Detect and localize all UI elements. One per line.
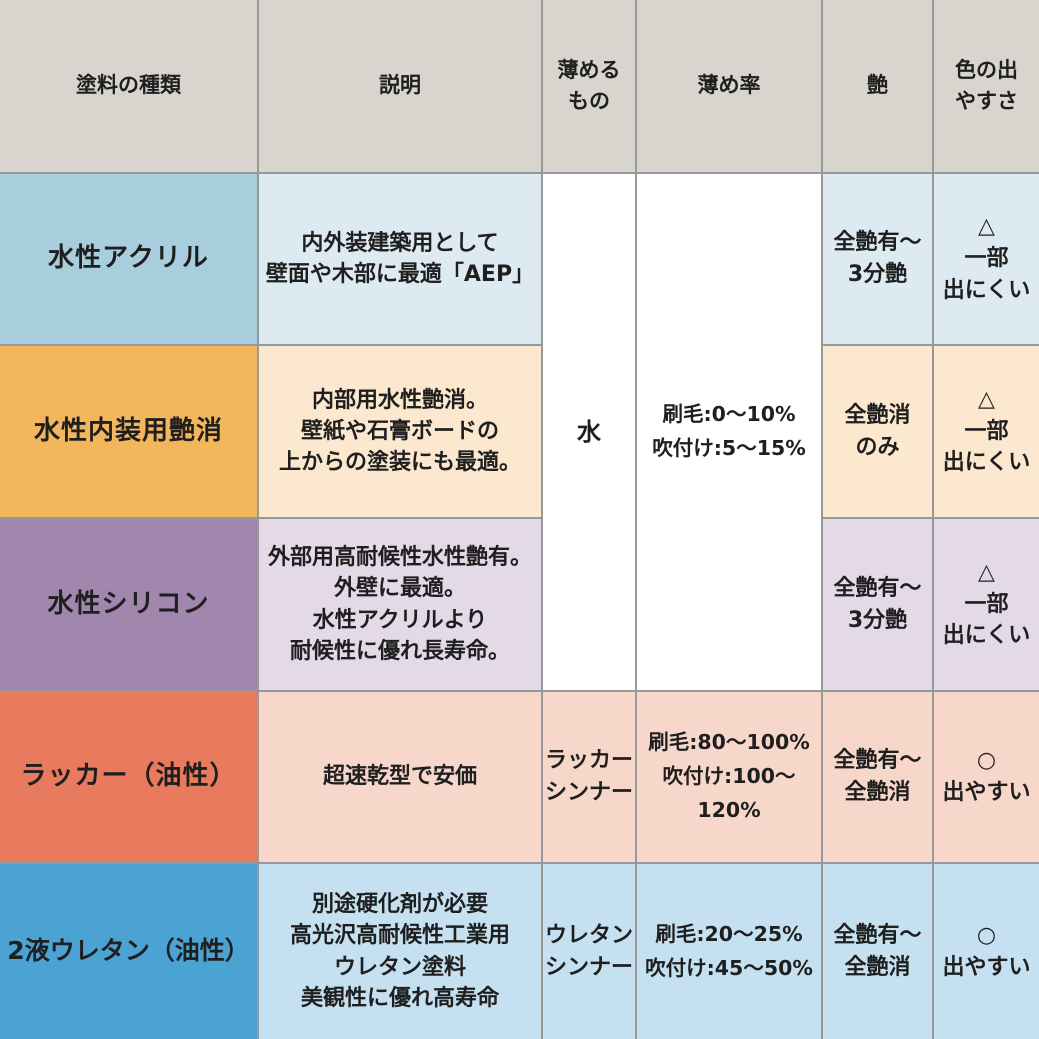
row3-description-cell: 外部用高耐候性水性艶有。 外壁に最適。 水性アクリルより 耐候性に優れ長寿命。: [259, 519, 541, 690]
row2-name-cell: 水性内装用艶消: [0, 346, 257, 517]
dilution-water-merged-cell: 刷毛:0～10% 吹付け:5～15%: [637, 174, 821, 690]
row1-name-cell: 水性アクリル: [0, 174, 257, 344]
row4-gloss-cell: 全艶有～ 全艶消: [823, 692, 932, 862]
row3-name-cell: 水性シリコン: [0, 519, 257, 690]
row5-gloss-cell: 全艶有～ 全艶消: [823, 864, 932, 1039]
row3-gloss-cell: 全艶有～ 3分艶: [823, 519, 932, 690]
thinner-water-merged-cell: 水: [543, 174, 635, 690]
row4-thinner-cell: ラッカー シンナー: [543, 692, 635, 862]
row4-color-ease-cell: ○ 出やすい: [934, 692, 1039, 862]
header-gloss: 艶: [823, 0, 932, 172]
row4-description-cell: 超速乾型で安価: [259, 692, 541, 862]
header-paint-type: 塗料の種類: [0, 0, 257, 172]
row1-gloss-cell: 全艶有～ 3分艶: [823, 174, 932, 344]
header-color-ease: 色の出 やすさ: [934, 0, 1039, 172]
row5-color-ease-cell: ○ 出やすい: [934, 864, 1039, 1039]
row2-description-cell: 内部用水性艶消。 壁紙や石膏ボードの 上からの塗装にも最適。: [259, 346, 541, 517]
row3-color-ease-cell: △ 一部 出にくい: [934, 519, 1039, 690]
row2-color-ease-cell: △ 一部 出にくい: [934, 346, 1039, 517]
row5-name-cell: 2液ウレタン（油性）: [0, 864, 257, 1039]
row5-description-cell: 別途硬化剤が必要 高光沢高耐候性工業用 ウレタン塗料 美観性に優れ高寿命: [259, 864, 541, 1039]
row4-dilution-cell: 刷毛:80～100% 吹付け:100～120%: [637, 692, 821, 862]
row1-color-ease-cell: △ 一部 出にくい: [934, 174, 1039, 344]
header-dilution-rate: 薄め率: [637, 0, 821, 172]
header-description: 説明: [259, 0, 541, 172]
row5-thinner-cell: ウレタン シンナー: [543, 864, 635, 1039]
row4-name-cell: ラッカー（油性）: [0, 692, 257, 862]
row5-dilution-cell: 刷毛:20～25% 吹付け:45～50%: [637, 864, 821, 1039]
row1-description-cell: 内外装建築用として 壁面や木部に最適「AEP」: [259, 174, 541, 344]
row2-gloss-cell: 全艶消 のみ: [823, 346, 932, 517]
header-thinner: 薄める もの: [543, 0, 635, 172]
